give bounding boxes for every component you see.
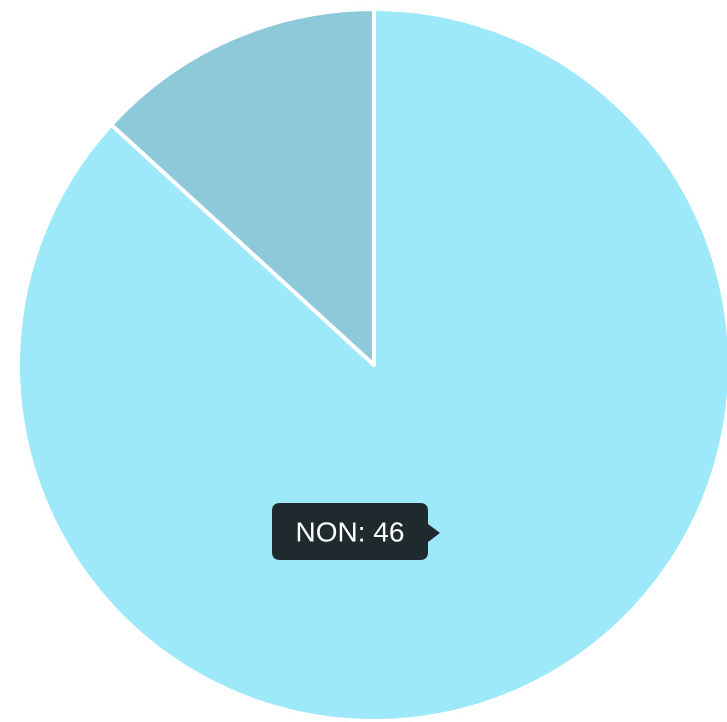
slices <box>16 7 727 722</box>
tooltip-text: NON: 46 <box>296 516 405 547</box>
tooltip: NON: 46 <box>272 503 440 560</box>
tooltip-box <box>272 503 440 560</box>
pie-slice <box>109 7 376 367</box>
